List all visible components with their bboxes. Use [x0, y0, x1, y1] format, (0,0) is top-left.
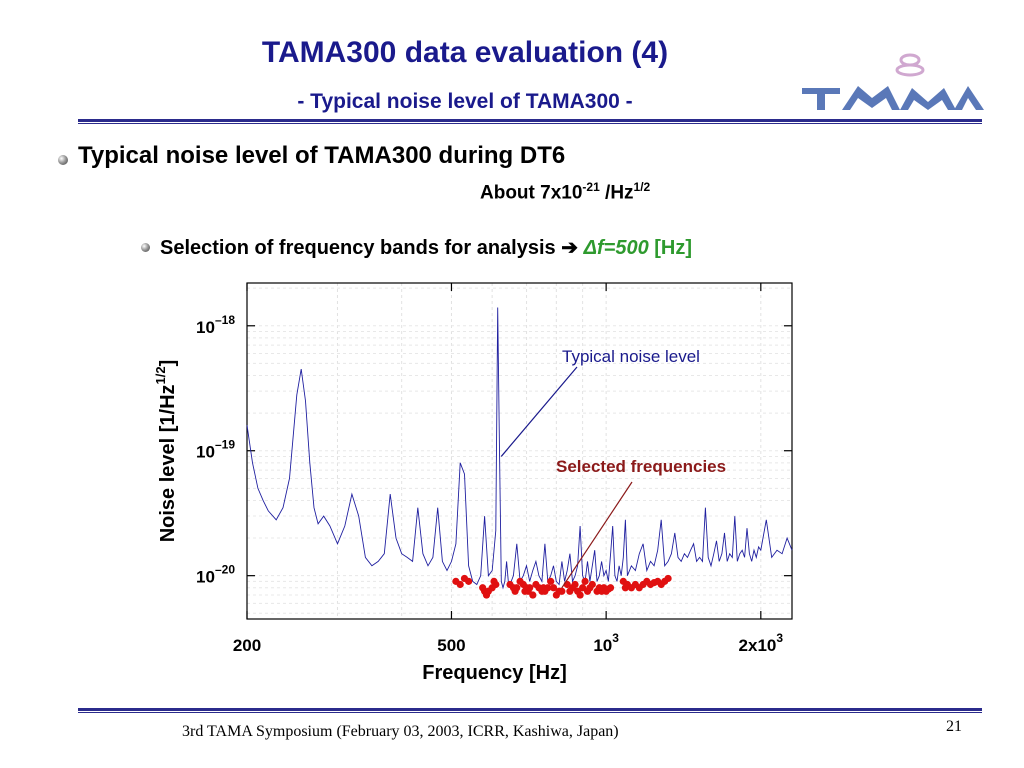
arrow-icon: ➔	[561, 237, 578, 259]
about-exponent: -21	[582, 180, 600, 194]
bullet-frequency-selection: Selection of frequency bands for analysi…	[160, 235, 692, 260]
page-number: 21	[946, 718, 962, 735]
selected-frequency-point	[456, 580, 464, 589]
bullet-noise-level: Typical noise level of TAMA300 during DT…	[78, 142, 566, 169]
annotation-line-selected	[561, 481, 633, 589]
y-tick-label: 10–18	[196, 313, 235, 337]
noise-spectrum-chart: 10–18 10–19 10–20 200 500 103 2x103 Frequency […	[153, 282, 793, 684]
selected-frequency-point	[529, 591, 537, 599]
about-unit: /Hz	[599, 182, 634, 204]
selected-frequency-point	[465, 577, 473, 585]
selected-frequency-point	[544, 584, 552, 592]
selected-frequency-point	[588, 580, 596, 589]
y-tick-label: 10–19	[196, 438, 235, 462]
bottom-rule-thin	[78, 712, 982, 713]
selected-frequency-point	[571, 580, 579, 589]
selected-frequency-point	[526, 584, 534, 592]
slide-subtitle: - Typical noise level of TAMA300 -	[297, 90, 633, 113]
bottom-rule	[78, 708, 982, 711]
x-tick-label: 2x103	[739, 631, 784, 655]
selected-frequency-point	[664, 574, 672, 583]
x-axis-label: Frequency [Hz]	[422, 662, 566, 684]
top-rule	[78, 119, 982, 122]
x-tick-label: 500	[437, 636, 465, 655]
slide-title: TAMA300 data evaluation (4)	[261, 36, 669, 69]
selected-frequency-point	[549, 584, 558, 592]
bullet-icon	[141, 243, 150, 252]
delta-f-value: Δf=500	[583, 237, 649, 259]
annotation-line-noise	[500, 366, 578, 457]
y-axis-label: Noise level [1/Hz1/2]	[153, 360, 179, 543]
x-tick-label: 200	[233, 636, 261, 655]
y-tick-label: 10–20	[196, 563, 235, 587]
about-prefix: About 7x10	[480, 182, 583, 204]
selected-frequency-point	[547, 577, 555, 585]
tama-logo-icon	[802, 53, 984, 110]
delta-f-unit: [Hz]	[654, 237, 693, 259]
noise-level-value: About 7x10-21 /Hz1/2	[480, 180, 650, 204]
annotation-typical-noise: Typical noise level	[562, 347, 700, 366]
about-unit-exponent: 1/2	[633, 180, 651, 194]
selected-frequency-point	[576, 591, 584, 599]
selected-frequency-point	[492, 580, 500, 589]
x-tick-label: 103	[593, 631, 619, 655]
annotation-selected-frequencies: Selected frequencies	[556, 457, 726, 476]
selected-frequency-point	[581, 577, 589, 585]
selected-frequency-point	[513, 584, 521, 592]
noise-curve	[246, 307, 793, 590]
top-rule-thin	[78, 123, 982, 124]
frequency-selection-text: Selection of frequency bands for analysi…	[160, 237, 562, 259]
selected-frequency-point	[606, 584, 615, 592]
selected-frequency-point	[558, 587, 566, 595]
bullet-icon	[58, 155, 68, 165]
footer-text: 3rd TAMA Symposium (February 03, 2003, I…	[182, 723, 619, 740]
